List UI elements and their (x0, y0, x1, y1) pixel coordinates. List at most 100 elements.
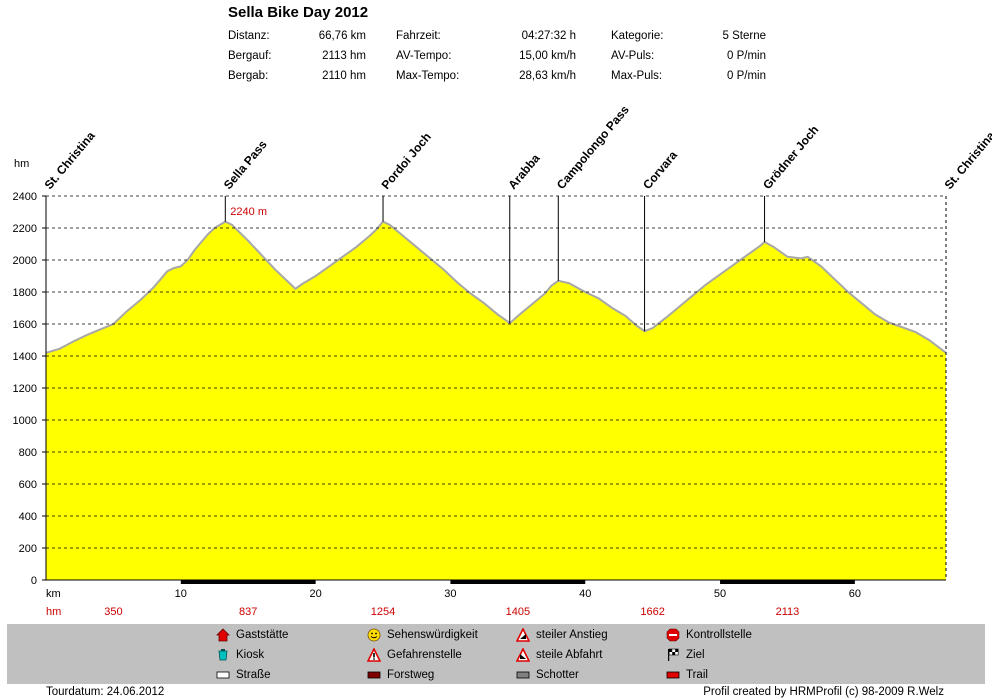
legend-label: Straße (236, 669, 271, 681)
x-tick-label: 40 (579, 588, 591, 600)
y-tick-label: 200 (19, 543, 37, 555)
x-axis-label: km (46, 588, 61, 600)
elevation-chart: 0 200 400 600 800 1000 1200 1400 1600 1800 2000 220… (13, 102, 992, 618)
legend-label: Sehenswürdigkeit (387, 629, 478, 641)
stat-avg-speed-label: AV-Tempo: (396, 50, 452, 62)
gravel-swatch-icon (516, 668, 530, 682)
waypoint-label: Pordoi Joch (379, 130, 434, 192)
hm-row-value: 1662 (640, 606, 664, 618)
legend-label: Forstweg (387, 669, 435, 681)
stat-distance-label: Distanz: (228, 30, 270, 42)
y-tick-label: 1200 (13, 383, 37, 395)
stat-descent-label: Bergab: (228, 70, 269, 82)
y-tick-label: 1600 (13, 319, 37, 331)
legend-item-strasse: Straße (216, 668, 271, 682)
y-tick-label: 2200 (13, 223, 37, 235)
waypoint-label: St. Christina (942, 129, 992, 192)
y-tick-label: 2400 (13, 191, 37, 203)
legend-item-gefahrenstelle: Gefahrenstelle (366, 647, 462, 662)
legend-item-sehenswuerdigkeit: Sehenswürdigkeit (367, 628, 478, 642)
peak-annotation: 2240 m (230, 206, 267, 218)
y-tick-label: 400 (19, 511, 37, 523)
hm-row-value: 350 (104, 606, 122, 618)
waypoint-label: Grödner Joch (760, 123, 821, 192)
legend-item-kontrollstelle: Kontrollstelle (666, 628, 752, 642)
stat-max-speed-label: Max-Tempo: (396, 70, 460, 82)
credit-text: Profil created by HRMProfil (c) 98-2009 … (703, 686, 944, 698)
surface-segment (180, 580, 316, 584)
waypoint-label: Arabba (505, 151, 543, 192)
y-tick-label: 1800 (13, 287, 37, 299)
stat-max-pulse-label: Max-Puls: (611, 70, 663, 82)
stat-category-label: Kategorie: (611, 30, 664, 42)
stat-distance-value: 66,76 km (318, 30, 366, 42)
legend-label: Gefahrenstelle (387, 649, 462, 661)
stat-avg-speed-value: 15,00 km/h (519, 50, 576, 62)
stat-ascent-label: Bergauf: (228, 50, 272, 62)
legend-panel: Gaststätte Sehenswürdigkeit steiler Anst… (7, 624, 985, 684)
legend-item-trail: Trail (666, 668, 708, 682)
house-icon (216, 628, 230, 642)
legend-item-kiosk: Kiosk (216, 648, 264, 662)
x-tick-label: 20 (309, 588, 321, 600)
y-tick-label: 800 (19, 447, 37, 459)
forest-road-swatch-icon (367, 668, 381, 682)
x-tick-label: 60 (849, 588, 861, 600)
legend-label: Kiosk (236, 649, 265, 661)
x-tick-label: 10 (175, 588, 187, 600)
street-swatch-icon (216, 668, 230, 682)
legend-item-schotter: Schotter (516, 668, 579, 682)
legend-label: Trail (686, 669, 708, 681)
legend-label: steiler Anstieg (536, 629, 608, 641)
surface-segment (720, 580, 855, 584)
stat-ascent-value: 2113 hm (322, 50, 366, 62)
checkered-flag-icon (666, 648, 680, 662)
legend-item-ziel: Ziel (666, 648, 705, 662)
stat-descent-value: 2110 hm (322, 70, 366, 82)
hm-row-value: 1405 (506, 606, 530, 618)
y-tick-label: 1000 (13, 415, 37, 427)
hm-row-value: 2113 (776, 606, 800, 618)
steep-descent-icon (515, 647, 531, 662)
elevation-area (46, 221, 946, 580)
y-tick-label: 1400 (13, 351, 37, 363)
waypoint-label: St. Christina (42, 129, 98, 192)
hm-row-label: hm (46, 606, 61, 618)
legend-label: Kontrollstelle (686, 629, 752, 641)
legend-item-steile-abfahrt: steile Abfahrt (515, 647, 603, 662)
y-tick-label: 2000 (13, 255, 37, 267)
hm-row-value: 837 (239, 606, 257, 618)
stat-time-value: 04:27:32 h (521, 30, 576, 42)
stop-icon (666, 628, 680, 642)
legend-item-steiler-anstieg: steiler Anstieg (515, 627, 608, 642)
chart-title: Sella Bike Day 2012 (228, 4, 369, 21)
trail-swatch-icon (666, 668, 680, 682)
steep-climb-icon (515, 627, 531, 642)
waypoint-label: Sella Pass (221, 137, 270, 192)
x-tick-label: 30 (444, 588, 456, 600)
stat-time-label: Fahrzeit: (396, 30, 441, 42)
hm-row-value: 1254 (371, 606, 395, 618)
y-axis-label: hm (14, 158, 29, 170)
kiosk-icon (216, 648, 230, 662)
legend-item-forstweg: Forstweg (367, 668, 434, 682)
warning-icon (366, 647, 382, 662)
elevation-outline (45, 220, 947, 354)
legend-label: Gaststätte (236, 629, 289, 641)
legend-label: steile Abfahrt (536, 649, 603, 661)
legend-item-gaststaette: Gaststätte (216, 628, 288, 642)
tour-date: Tourdatum: 24.06.2012 (46, 686, 165, 698)
x-tick-label: 50 (714, 588, 726, 600)
stat-avg-pulse-value: 0 P/min (727, 50, 766, 62)
stat-max-pulse-value: 0 P/min (727, 70, 766, 82)
legend-label: Schotter (536, 669, 579, 681)
stat-avg-pulse-label: AV-Puls: (611, 50, 655, 62)
waypoint-label: Corvara (640, 148, 680, 192)
y-tick-label: 600 (19, 479, 37, 491)
smiley-icon (367, 628, 381, 642)
stat-max-speed-value: 28,63 km/h (519, 70, 576, 82)
y-tick-label: 0 (31, 575, 37, 587)
legend-label: Ziel (686, 649, 705, 661)
stat-category-value: 5 Sterne (722, 30, 766, 42)
surface-segment (450, 580, 586, 584)
